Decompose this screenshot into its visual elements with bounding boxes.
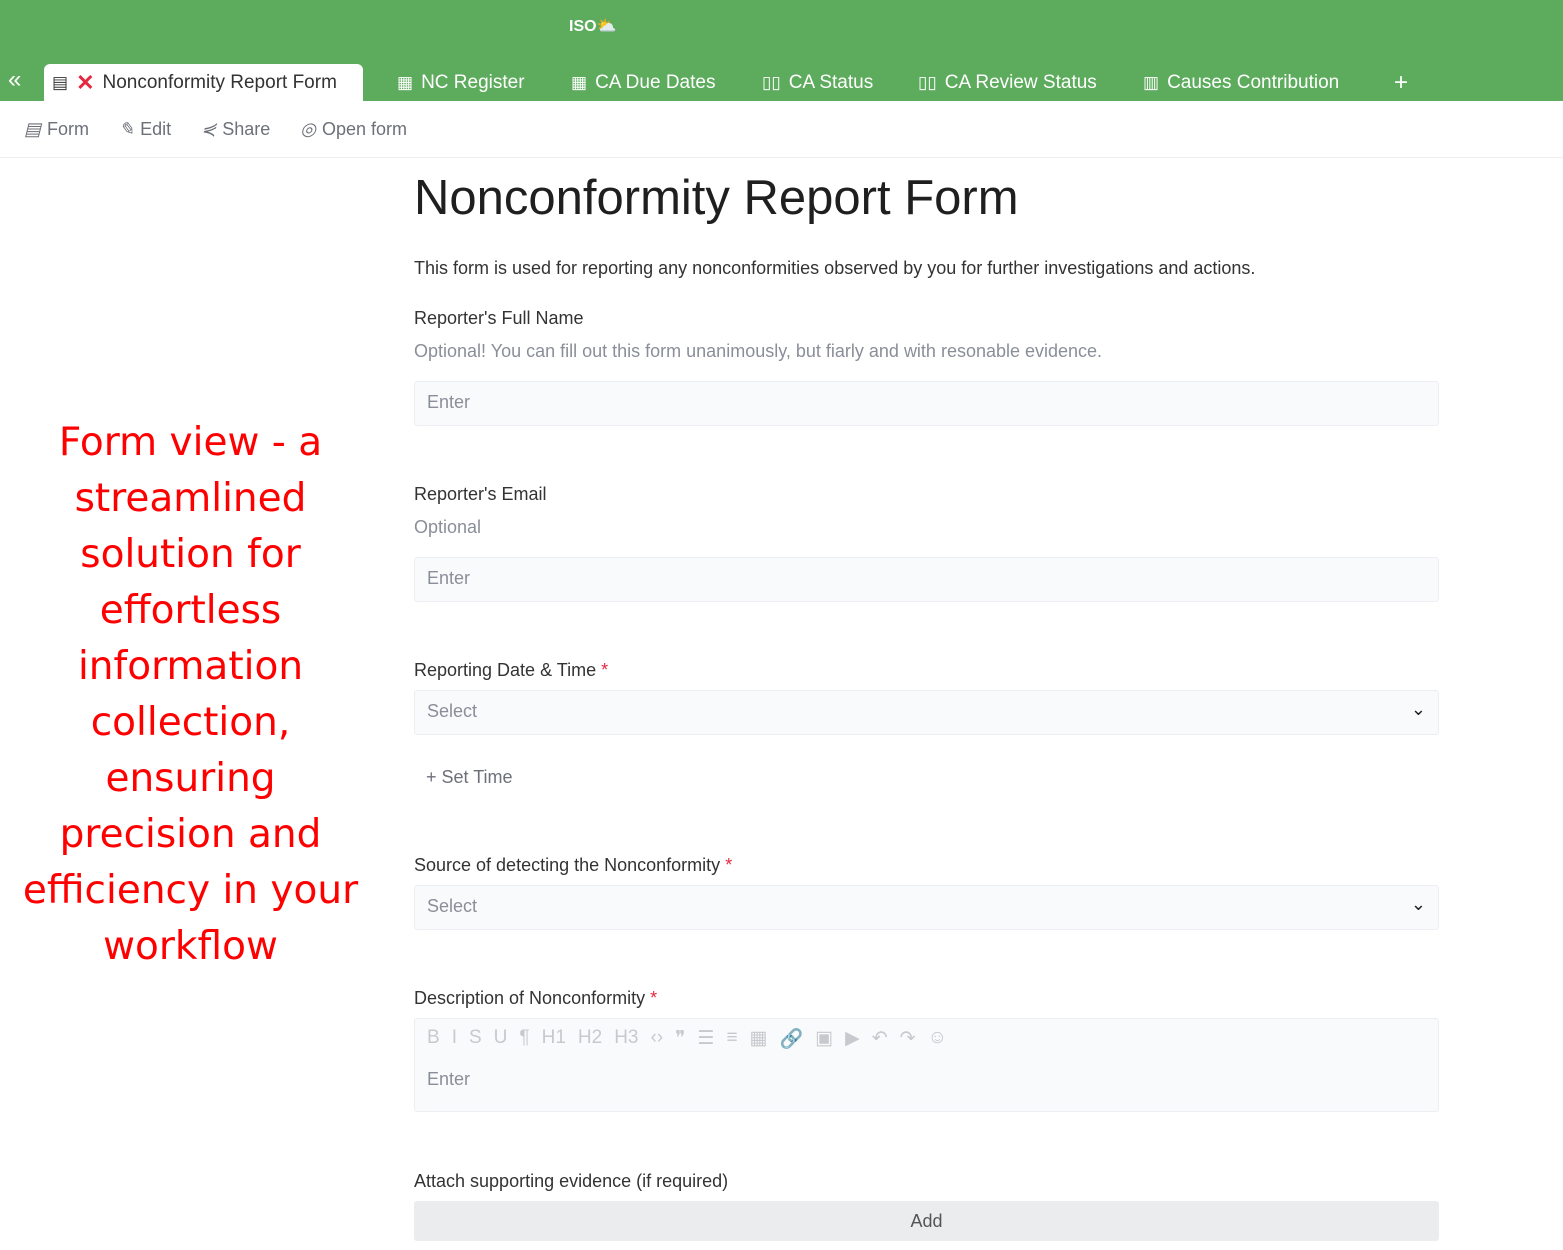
chart-icon: ▥ [1143,72,1160,92]
rte-tool-4-icon[interactable]: ¶ [519,1027,530,1048]
tab-label: CA Review Status [944,71,1097,93]
full-name-input[interactable]: Enter [414,381,1439,426]
tab-nc-register[interactable]: ▦ NC Register [397,64,525,101]
edit-button[interactable]: ✎ Edit [119,118,172,139]
label-text: Reporting Date & Time [414,660,597,680]
source-select[interactable]: Select ⌄ [414,885,1439,930]
collapse-sidebar-icon[interactable]: « [8,66,22,93]
kanban-icon: ▯▯ [918,72,937,92]
field-label: Source of detecting the Nonconformity * [414,855,732,876]
form-icon: ▤ [24,118,42,139]
rte-tool-2-icon[interactable]: S [468,1027,482,1048]
rte-tool-8-icon[interactable]: ‹› [650,1027,664,1048]
calendar-icon: ▦ [571,72,588,92]
field-hint: Optional [414,517,482,537]
app-logo: ISO⛅ [569,18,617,35]
rte-tool-16-icon[interactable]: ↶ [871,1028,888,1049]
add-attachment-button[interactable]: Add [414,1201,1439,1241]
required-marker: * [601,660,609,680]
rte-tool-9-icon[interactable]: ❞ [675,1028,686,1049]
rte-tool-11-icon[interactable]: ≡ [726,1027,738,1048]
tab-ca-status[interactable]: ▯▯ CA Status [762,64,873,101]
field-label: Attach supporting evidence (if required) [414,1171,729,1191]
required-marker: * [650,988,658,1008]
form-icon: ▤ [52,72,69,92]
email-input[interactable]: Enter [414,557,1439,602]
grid-icon: ▦ [397,72,414,92]
select-placeholder: Select [427,896,478,916]
rte-tool-12-icon[interactable]: ▦ [749,1028,768,1049]
label-text: Description of Nonconformity [414,988,646,1008]
field-hint: Optional! You can fill out this form una… [414,341,1103,361]
tab-causes-contribution[interactable]: ▥ Causes Contribution [1143,64,1339,101]
tab-ca-review-status[interactable]: ▯▯ CA Review Status [918,64,1097,101]
view-toolbar: ▤ Form ✎ Edit ⋞ Share ◎ Open form [0,101,1563,158]
rte-tool-6-icon[interactable]: H2 [577,1027,603,1048]
annotation-text: Form view - a streamlined solution for e… [22,420,359,969]
share-icon: ⋞ [201,118,217,139]
date-time-select[interactable]: Select ⌄ [414,690,1439,735]
form-description: This form is used for reporting any nonc… [414,258,1256,278]
rte-tool-5-icon[interactable]: H1 [541,1027,566,1048]
pencil-icon: ✎ [119,118,135,139]
close-icon[interactable]: ✕ [76,69,95,95]
editor-placeholder: Enter [427,1069,471,1089]
rte-tool-1-icon[interactable]: I [451,1027,457,1048]
tab-label: CA Due Dates [595,71,716,93]
tab-bar: « ▤ ✕ Nonconformity Report Form ▦ NC Regist… [0,64,1563,101]
open-form-button[interactable]: ◎ Open form [300,118,408,139]
tab-nonconformity-report-form[interactable]: ▤ ✕ Nonconformity Report Form [44,64,363,101]
share-button[interactable]: ⋞ Share [201,118,271,139]
tab-label: Causes Contribution [1167,71,1340,93]
field-label: Reporter's Full Name [414,308,584,328]
tab-label: NC Register [421,71,525,93]
rte-tool-10-icon[interactable]: ☰ [697,1028,715,1049]
page-title: Nonconformity Report Form [414,171,1019,225]
rte-tool-0-icon[interactable]: B [427,1027,440,1048]
rte-tool-7-icon[interactable]: H3 [614,1027,639,1048]
tab-label: CA Status [788,71,874,93]
field-label: Reporting Date & Time * [414,660,608,681]
rte-tool-14-icon[interactable]: ▣ [815,1028,834,1049]
tab-label: Nonconformity Report Form [102,71,337,93]
field-label: Reporter's Email [414,484,547,504]
add-tab-button[interactable]: + [1394,68,1409,96]
kanban-icon: ▯▯ [762,72,781,92]
rte-tool-18-icon[interactable]: ☺ [927,1027,947,1048]
form-button[interactable]: ▤ Form [24,118,90,139]
label-text: Source of detecting the Nonconformity [414,855,721,875]
rte-tool-17-icon[interactable]: ↷ [899,1028,916,1049]
chevron-down-icon: ⌄ [1410,894,1426,914]
rich-text-toolbar: B I S U ¶ H1 H2 H3 ‹› ❞ ☰ ≡ ▦ 🔗 ▣ ▶ ↶ ↷ ☺ [427,1027,1426,1051]
tab-ca-due-dates[interactable]: ▦ CA Due Dates [571,64,715,101]
rte-tool-13-icon[interactable]: 🔗 [779,1029,804,1050]
field-label: Description of Nonconformity * [414,988,657,1009]
eye-icon: ◎ [300,118,316,139]
description-rich-text-editor[interactable]: B I S U ¶ H1 H2 H3 ‹› ❞ ☰ ≡ ▦ 🔗 ▣ ▶ ↶ ↷ ☺ Enter [414,1018,1439,1112]
rte-tool-3-icon[interactable]: U [493,1027,508,1048]
chevron-down-icon: ⌄ [1410,699,1426,719]
app-header: ISO⛅ « ▤ ✕ Nonconformity Report Form ▦ NC R… [0,0,1563,101]
set-time-button[interactable]: + Set Time [426,767,513,787]
select-placeholder: Select [427,701,478,721]
required-marker: * [725,855,733,875]
rte-tool-15-icon[interactable]: ▶ [845,1028,860,1049]
